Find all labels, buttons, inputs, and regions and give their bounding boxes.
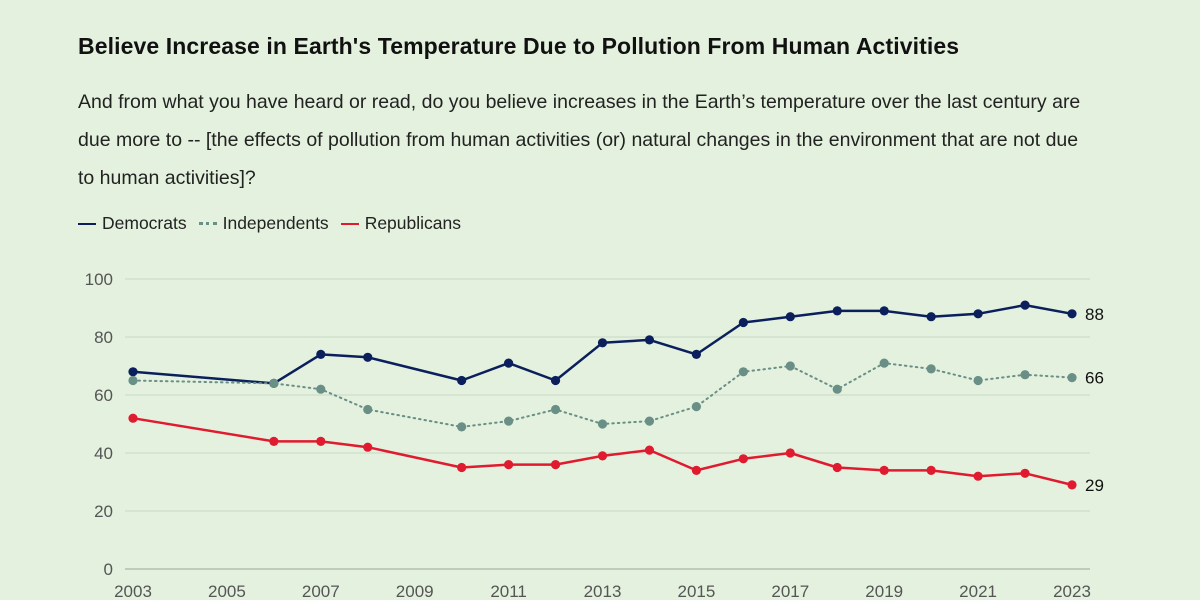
x-tick-label-2007: 2007 [302,582,340,600]
data-point-republicans-2023 [1067,480,1077,490]
data-point-democrats-2011 [504,358,514,368]
data-point-republicans-2011 [504,460,514,470]
series-line-independents [132,362,1073,428]
data-point-democrats-2017 [785,312,795,322]
data-point-democrats-2022 [1020,300,1030,310]
legend-swatch-republicans [340,222,359,225]
data-point-republicans-2015 [691,465,702,475]
end-label-independents: 66 [1085,369,1104,388]
data-point-republicans-2016 [738,454,748,464]
data-point-independents-2008 [363,404,373,415]
data-point-independents-2021 [973,375,983,386]
data-point-independents-2018 [832,384,842,394]
data-point-independents-2022 [1020,370,1030,380]
data-point-republicans-2006 [269,436,279,446]
series-line-democrats [131,303,1074,385]
y-tick-label-100: 100 [85,270,113,289]
data-point-democrats-2016 [738,317,748,328]
x-tick-label-2009: 2009 [396,582,434,600]
legend-swatch-democrats [78,222,96,225]
data-point-democrats-2015 [691,349,702,359]
y-tick-label-80: 80 [94,328,113,347]
data-point-republicans-2010 [457,462,467,473]
chart-subtitle: And from what you have heard or read, do… [78,91,1081,189]
legend-label-democrats: Democrats [102,213,187,233]
data-point-democrats-2003 [128,367,138,377]
legend-item-democrats[interactable]: Democrats [78,213,187,234]
x-tick-label-2005: 2005 [208,582,246,600]
data-point-independents-2007 [316,384,326,394]
data-point-independents-2010 [457,422,467,432]
data-point-independents-2003 [128,375,138,386]
legend-item-republicans[interactable]: Republicans [340,213,461,234]
legend-swatch-independents [198,222,217,225]
legend-item-independents[interactable]: Independents [198,213,329,234]
data-point-democrats-2020 [926,312,936,322]
y-tick-label-60: 60 [94,386,113,405]
data-point-republicans-2018 [832,462,842,473]
data-point-republicans-2022 [1020,468,1030,478]
data-point-democrats-2012 [550,375,561,386]
data-point-independents-2011 [504,416,514,426]
x-tick-label-2015: 2015 [677,582,715,600]
data-point-independents-2023 [1067,373,1077,383]
data-point-independents-2016 [738,367,748,377]
data-point-republicans-2017 [785,448,795,458]
data-point-democrats-2021 [973,309,983,319]
x-tick-label-2013: 2013 [584,582,622,600]
x-tick-label-2023: 2023 [1053,582,1091,600]
data-point-democrats-2014 [644,335,655,345]
x-tick-label-2019: 2019 [865,582,903,600]
data-point-democrats-2023 [1067,309,1077,319]
series-line-republicans [131,416,1074,487]
data-point-democrats-2008 [363,352,373,362]
x-tick-label-2011: 2011 [490,582,527,600]
chart-title: Believe Increase in Earth's Temperature … [78,33,960,59]
legend-label-independents: Independents [222,213,329,233]
data-point-republicans-2021 [973,471,983,481]
y-tick-label-40: 40 [94,444,113,463]
data-point-democrats-2007 [316,349,326,359]
data-point-republicans-2014 [644,445,655,455]
data-point-democrats-2010 [457,375,467,386]
data-point-independents-2012 [550,404,561,415]
data-point-independents-2020 [926,364,936,374]
x-tick-label-2017: 2017 [771,582,809,600]
data-point-republicans-2019 [879,465,889,475]
data-point-republicans-2003 [128,413,138,423]
data-point-republicans-2007 [316,436,326,446]
data-point-democrats-2019 [879,306,889,316]
data-point-independents-2006 [269,378,279,388]
data-point-independents-2017 [785,361,795,371]
data-point-independents-2019 [879,358,889,368]
end-label-republicans: 29 [1085,476,1104,495]
data-point-republicans-2013 [597,451,608,461]
data-point-democrats-2013 [597,338,608,348]
legend: Democrats Independents Republicans [78,213,461,234]
end-label-democrats: 88 [1085,305,1104,324]
y-tick-label-20: 20 [94,502,113,521]
data-point-republicans-2012 [550,460,561,470]
data-point-republicans-2008 [363,442,373,452]
data-point-democrats-2018 [832,306,842,316]
x-tick-label-2021: 2021 [959,582,997,600]
x-tick-label-2003: 2003 [114,582,152,600]
y-tick-label-0: 0 [104,560,113,579]
legend-label-republicans: Republicans [364,213,461,233]
data-point-independents-2013 [597,419,608,429]
data-point-republicans-2020 [926,465,936,475]
data-point-independents-2015 [691,402,702,412]
data-point-independents-2014 [644,416,655,426]
